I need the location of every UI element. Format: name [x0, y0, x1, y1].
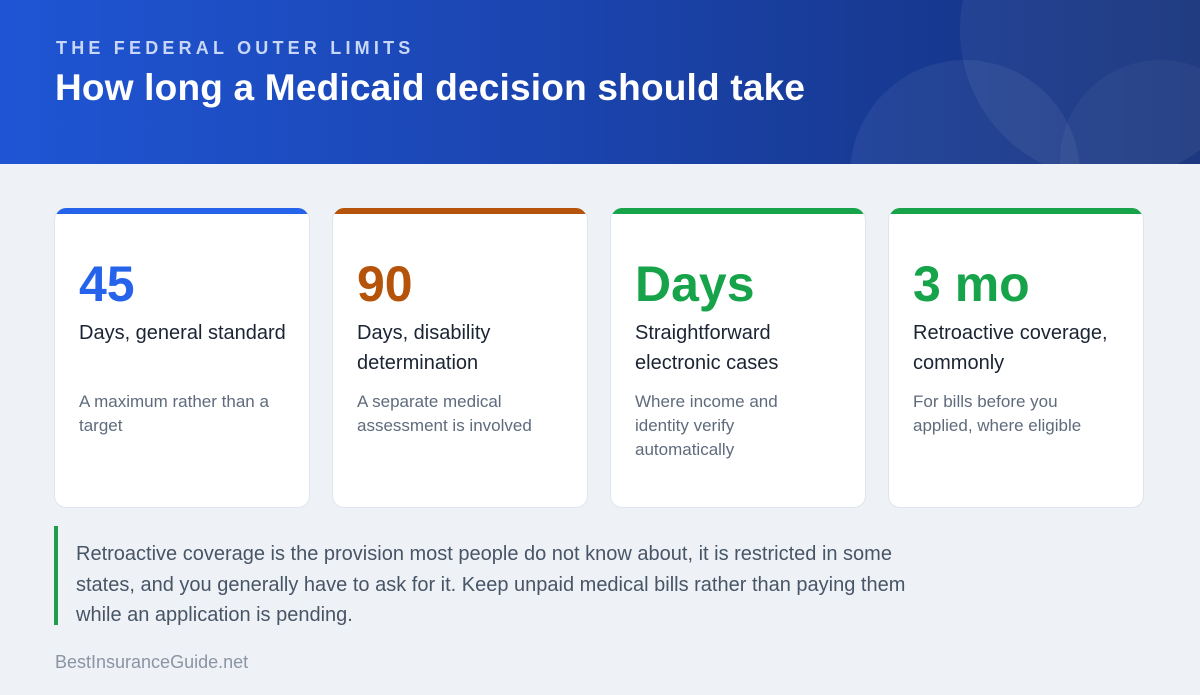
stat-value: Days — [635, 256, 755, 312]
eyebrow-text: THE FEDERAL OUTER LIMITS — [56, 38, 415, 58]
card-accent-bar — [333, 208, 587, 214]
stat-label: Retroactive coverage, commonly — [913, 322, 1108, 374]
stat-card-electronic: Days Straightforward electronic cases Wh… — [610, 208, 866, 508]
header-banner: THE FEDERAL OUTER LIMITS How long a Medi… — [0, 0, 1200, 164]
stat-card-disability: 90 Days, disability determination A sepa… — [332, 208, 588, 508]
stat-description: A maximum rather than a target — [79, 392, 269, 435]
stat-value: 90 — [357, 256, 413, 312]
stat-cards: 45 Days, general standard A maximum rath… — [54, 208, 1144, 508]
stat-description: A separate medical assessment is involve… — [357, 392, 532, 435]
stat-description: Where income and identity verify automat… — [635, 392, 778, 459]
page-title: How long a Medicaid decision should take — [55, 67, 806, 108]
stat-card-general: 45 Days, general standard A maximum rath… — [54, 208, 310, 508]
card-accent-bar — [611, 208, 865, 214]
stat-value: 45 — [79, 256, 135, 312]
card-accent-bar — [55, 208, 309, 214]
stat-card-retroactive: 3 mo Retroactive coverage, commonly For … — [888, 208, 1144, 508]
source-credit: BestInsuranceGuide.net — [55, 652, 249, 672]
stat-label: Straightforward electronic cases — [635, 322, 779, 374]
stat-value: 3 mo — [913, 256, 1030, 312]
stat-description: For bills before you applied, where elig… — [913, 392, 1082, 435]
card-accent-bar — [889, 208, 1143, 214]
callout-note: Retroactive coverage is the provision mo… — [54, 526, 954, 626]
stat-label: Days, general standard — [79, 322, 286, 344]
stat-label: Days, disability determination — [357, 322, 491, 374]
